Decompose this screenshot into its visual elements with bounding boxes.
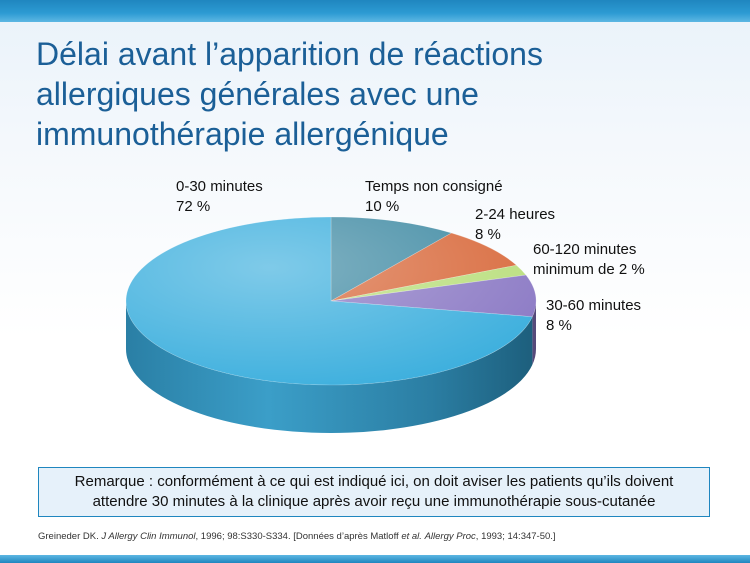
label-30-60: 30-60 minutes 8 % bbox=[546, 296, 641, 336]
pie-highlight bbox=[126, 217, 536, 385]
ref-author: Greineder DK. bbox=[38, 531, 102, 542]
label-0-30: 0-30 minutes 72 % bbox=[176, 177, 263, 217]
ref-etal: et al. bbox=[401, 531, 422, 542]
pie-side-4-0 bbox=[532, 301, 536, 365]
label-60-120-name: 60-120 minutes bbox=[533, 241, 637, 258]
label-non-consigne-name: Temps non consigné bbox=[365, 178, 503, 195]
ref-journal-1: J Allergy Clin Immunol bbox=[101, 531, 196, 542]
label-non-consigne-value: 10 % bbox=[365, 198, 400, 215]
top-banner bbox=[0, 0, 750, 22]
label-2-24-name: 2-24 heures bbox=[475, 206, 556, 223]
label-30-60-value: 8 % bbox=[546, 317, 572, 334]
slide-title: Délai avant l’apparition de réactions al… bbox=[36, 34, 716, 154]
note-box: Remarque : conformément à ce qui est ind… bbox=[38, 467, 710, 517]
ref-journal-2: Allergy Proc bbox=[424, 531, 476, 542]
note-line-1: Remarque : conformément à ce qui est ind… bbox=[74, 473, 674, 490]
ref-part-1: , 1996; 98:S330-S334. [Données d’après M… bbox=[195, 531, 402, 542]
title-line-2: allergiques générales avec une bbox=[36, 76, 479, 112]
title-line-1: Délai avant l’apparition de réactions bbox=[36, 36, 543, 72]
label-30-60-name: 30-60 minutes bbox=[546, 297, 642, 314]
pie-side-0-0 bbox=[125, 301, 533, 433]
label-0-30-value: 72 % bbox=[176, 198, 211, 215]
bottom-banner bbox=[0, 555, 750, 563]
label-0-30-name: 0-30 minutes bbox=[176, 178, 263, 195]
label-2-24: 2-24 heures 8 % bbox=[475, 205, 555, 245]
label-60-120: 60-120 minutes minimum de 2 % bbox=[533, 240, 645, 280]
reference-citation: Greineder DK. J Allergy Clin Immunol, 19… bbox=[38, 531, 556, 542]
label-60-120-value: minimum de 2 % bbox=[533, 261, 645, 278]
label-2-24-value: 8 % bbox=[475, 226, 501, 243]
note-line-2: attendre 30 minutes à la clinique après … bbox=[92, 493, 656, 510]
ref-part-2: , 1993; 14:347-50.] bbox=[475, 531, 556, 542]
title-line-3: immunothérapie allergénique bbox=[36, 116, 449, 152]
label-non-consigne: Temps non consigné 10 % bbox=[365, 177, 503, 217]
